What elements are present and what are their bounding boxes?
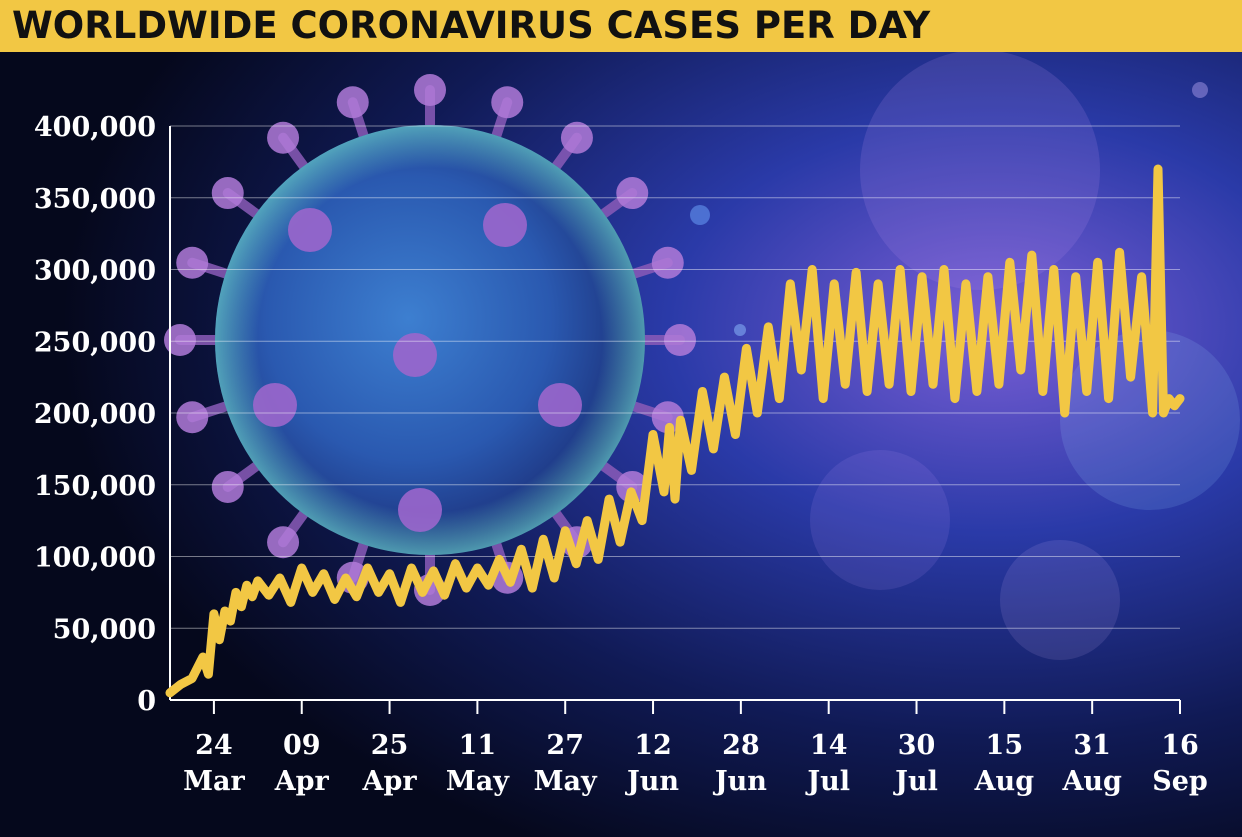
surface-protein — [288, 208, 332, 252]
x-tick-label-month: Aug — [1061, 766, 1122, 797]
spike-head — [651, 246, 684, 279]
x-tick-label-day: 30 — [898, 730, 936, 761]
x-tick-label-month: Jun — [625, 766, 679, 797]
x-tick-label-day: 11 — [459, 730, 497, 761]
y-tick-label: 50,000 — [53, 614, 156, 645]
x-tick-label-month: Mar — [183, 766, 245, 797]
x-tick-label-day: 16 — [1161, 730, 1199, 761]
spike-head — [164, 324, 196, 356]
x-tick-label-day: 28 — [722, 730, 760, 761]
surface-protein — [253, 383, 297, 427]
bokeh-dot — [734, 324, 746, 336]
y-tick-label: 200,000 — [34, 399, 156, 430]
y-tick-label: 400,000 — [34, 112, 156, 143]
y-tick-label: 350,000 — [34, 184, 156, 215]
x-tick-label-month: Jul — [805, 766, 850, 797]
spike-head — [664, 324, 696, 356]
x-tick-label-day: 15 — [986, 730, 1024, 761]
spike-head — [560, 121, 593, 154]
y-axis-tick-labels: 0 50,000 100,000 150,000 200,000 250,000 300,0… — [34, 112, 156, 717]
surface-protein — [398, 488, 442, 532]
x-tick-label-day: 24 — [195, 730, 233, 761]
axes — [169, 126, 1181, 714]
spike-head — [211, 470, 244, 503]
x-axis-tick-labels: 24 Mar 09 Apr 25 Apr 11 May 27 May 12 Jun 28 Jun 14 Jul… — [183, 730, 1208, 797]
spike-head — [267, 526, 300, 559]
x-tick-label-day: 27 — [546, 730, 584, 761]
spike-head — [414, 74, 446, 106]
series-layer — [165, 164, 1185, 698]
spike-head — [176, 246, 209, 279]
surface-protein — [538, 383, 582, 427]
x-tick-label-day: 31 — [1073, 730, 1111, 761]
spike-head — [616, 177, 649, 210]
spike-head — [491, 86, 524, 119]
x-tick-label-day: 25 — [371, 730, 409, 761]
bokeh-glow — [860, 52, 1100, 290]
cases-line — [165, 164, 1185, 698]
y-tick-label: 300,000 — [34, 256, 156, 287]
bokeh-dot — [690, 205, 710, 225]
spike-head — [211, 177, 244, 210]
y-tick-label: 150,000 — [34, 471, 156, 502]
y-tick-label: 100,000 — [34, 543, 156, 574]
x-tick-label-month: Jul — [893, 766, 938, 797]
y-tick-label: 0 — [137, 686, 156, 717]
x-tick-label-day: 14 — [810, 730, 848, 761]
x-tick-label-month: Jun — [713, 766, 767, 797]
x-tick-label-month: Aug — [974, 766, 1035, 797]
background — [0, 52, 1242, 837]
x-tick-label-month: May — [534, 766, 598, 797]
chart-title: WORLDWIDE CORONAVIRUS CASES PER DAY — [12, 4, 931, 47]
surface-protein — [393, 333, 437, 377]
y-tick-label: 250,000 — [34, 327, 156, 358]
x-tick-label-month: May — [446, 766, 510, 797]
surface-protein — [483, 203, 527, 247]
title-bar: WORLDWIDE CORONAVIRUS CASES PER DAY — [0, 0, 1242, 52]
bokeh-dot — [1192, 82, 1208, 98]
x-tick-label-month: Sep — [1152, 766, 1208, 797]
x-tick-label-month: Apr — [274, 766, 330, 797]
line-chart: 0 50,000 100,000 150,000 200,000 250,000 300,0… — [0, 52, 1242, 837]
spike-head — [616, 470, 649, 503]
x-tick-label-month: Apr — [362, 766, 418, 797]
x-tick-label-day: 12 — [634, 730, 672, 761]
spike-head — [336, 86, 369, 119]
bokeh-glow — [810, 450, 950, 590]
spike-head — [267, 121, 300, 154]
bokeh-glow — [1000, 540, 1120, 660]
x-tick-label-day: 09 — [283, 730, 321, 761]
spike-head — [176, 401, 209, 434]
